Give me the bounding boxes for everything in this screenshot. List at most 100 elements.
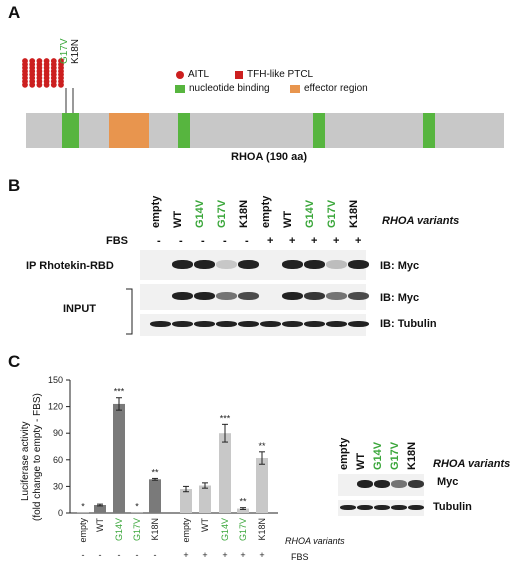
chart-category-label: G17V: [132, 518, 142, 541]
panel-c-blot-lane-label: K18N: [406, 441, 418, 470]
chart-fbs-sign: +: [222, 550, 227, 560]
chart-category-label: G14V: [114, 518, 124, 541]
panel-c-tubulin-band: [374, 505, 390, 510]
chart-fbs-sign: +: [240, 550, 245, 560]
panel-c-myc-band: [391, 480, 407, 488]
mutation-dots: [22, 58, 64, 88]
protein-label: RHOA (190 aa): [231, 151, 308, 163]
chart-category-label: empty: [181, 518, 191, 543]
panel-c-tubulin-band: [408, 505, 424, 510]
chart-category-label: K18N: [150, 518, 160, 541]
panel-b-fbs-label: FBS: [106, 235, 128, 247]
legend-aitl-marker: [176, 71, 184, 79]
panel-c-blot-variants-title: RHOA variants: [433, 458, 511, 470]
input-myc-band: [326, 292, 347, 300]
panel-c-tubulin-band: [357, 505, 373, 510]
chart-fbs-sign: -: [99, 550, 102, 560]
panel-a-letter: A: [8, 3, 21, 22]
ip-label: IP Rhotekin-RBD: [26, 260, 114, 272]
chart-category-label: G14V: [220, 518, 230, 541]
ib-myc-ip-label: IB: Myc: [380, 260, 420, 272]
panel-b-fbs-sign: +: [311, 235, 318, 247]
panel-b-letter: B: [8, 176, 21, 195]
nucleotide-domain-3: [313, 113, 325, 148]
panel-c-blot-myc-label: Myc: [437, 476, 459, 488]
panel-a-diagram: [22, 58, 504, 148]
ip-myc-band: [216, 260, 237, 269]
chart-category-label: empty: [78, 518, 88, 543]
ib-tubulin-label: IB: Tubulin: [380, 318, 437, 330]
ip-myc-band: [238, 260, 259, 269]
ip-myc-band: [194, 260, 215, 269]
mutation-dot: [58, 81, 64, 88]
chart-bar: [180, 489, 192, 513]
panel-c-myc-band: [357, 480, 373, 488]
panel-b-fbs-sign: +: [289, 235, 296, 247]
chart-variants-label: RHOA variants: [285, 536, 345, 546]
panel-c-tubulin-band: [391, 505, 407, 510]
tubulin-band: [282, 321, 303, 327]
input-myc-band: [304, 292, 325, 300]
mutation-dot: [50, 81, 57, 88]
chart-fbs-sign: -: [118, 550, 121, 560]
chart-y-tick-label: 120: [48, 402, 63, 412]
mutation-dot: [43, 81, 50, 88]
mutation-dot: [36, 81, 43, 88]
ip-myc-band: [326, 260, 347, 269]
chart-significance: ***: [114, 387, 125, 397]
input-myc-band: [172, 292, 193, 300]
chart-significance: *: [81, 501, 85, 511]
tubulin-band: [348, 321, 369, 327]
chart-bar: [256, 458, 268, 513]
ip-myc-band: [282, 260, 303, 269]
mutation-dot: [29, 81, 36, 88]
chart-significance: **: [239, 497, 247, 507]
tubulin-band: [260, 321, 281, 327]
chart-y-tick-label: 60: [53, 455, 63, 465]
chart-significance: **: [258, 441, 266, 451]
legend-nucleotide-label: nucleotide binding: [189, 83, 270, 94]
chart-bar: [94, 505, 106, 513]
panel-b-fbs-sign: -: [179, 235, 183, 247]
panel-c-blot-tubulin-label: Tubulin: [433, 501, 472, 513]
chart-fbs-sign: -: [136, 550, 139, 560]
ip-myc-band: [172, 260, 193, 269]
chart-y-tick-label: 30: [53, 481, 63, 491]
legend-nucleotide-marker: [175, 85, 185, 93]
chart-bar: [113, 403, 125, 513]
chart-category-label: WT: [95, 518, 105, 532]
panel-b-fbs-sign: -: [201, 235, 205, 247]
chart-fbs-label: FBS: [291, 552, 309, 562]
mutation-dot: [22, 81, 28, 88]
tubulin-band: [172, 321, 193, 327]
panel-b-fbs-sign: -: [245, 235, 249, 247]
panel-b-variants-title: RHOA variants: [382, 215, 460, 227]
legend-tfh-marker: [235, 71, 243, 79]
chart-y-tick-label: 90: [53, 428, 63, 438]
panel-c-tubulin-band: [340, 505, 356, 510]
chart-significance: ***: [220, 413, 231, 423]
panel-c-blot-lane-label: G14V: [372, 441, 384, 470]
input-myc-band: [238, 292, 259, 300]
chart-bar: [131, 512, 143, 514]
chart-significance: *: [135, 501, 139, 511]
chart-fbs-sign: +: [183, 550, 188, 560]
tubulin-band: [194, 321, 215, 327]
chart-category-label: G17V: [238, 518, 248, 541]
tubulin-band: [304, 321, 325, 327]
input-myc-band: [282, 292, 303, 300]
chart-bar: [77, 512, 89, 514]
ip-myc-band: [304, 260, 325, 269]
tubulin-band: [238, 321, 259, 327]
panel-b-fbs-sign: -: [223, 235, 227, 247]
panel-b-fbs-sign: -: [157, 235, 161, 247]
chart-fbs-sign: +: [202, 550, 207, 560]
chart-fbs-sign: +: [259, 550, 264, 560]
chart-y-tick-label: 0: [58, 508, 63, 518]
effector-domain: [109, 113, 149, 148]
panel-c-myc-band: [374, 480, 390, 488]
legend-effector-marker: [290, 85, 300, 93]
chart-bar: [219, 433, 231, 513]
chart-fbs-sign: -: [154, 550, 157, 560]
